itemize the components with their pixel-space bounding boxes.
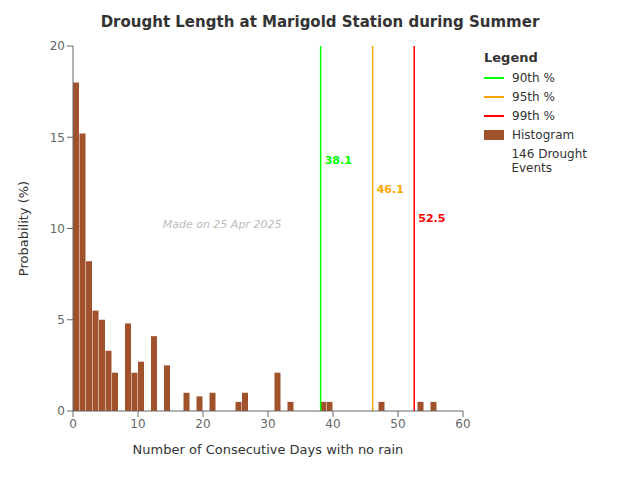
svg-text:5: 5 <box>57 313 65 327</box>
svg-text:40: 40 <box>325 417 340 431</box>
html-text:90th %: 90th % <box>512 71 555 85</box>
html-text:146 Drought Events: 146 Drought Events <box>511 147 587 175</box>
html-text:Histogram: Histogram <box>512 128 575 142</box>
svg-text:15: 15 <box>50 131 65 145</box>
html-text:Legend: Legend <box>484 50 538 65</box>
svg-text:50: 50 <box>390 417 405 431</box>
svg-text:46.1: 46.1 <box>377 183 404 196</box>
svg-text:0: 0 <box>57 404 65 418</box>
svg-text:30: 30 <box>260 417 275 431</box>
svg-text:0: 0 <box>69 417 77 431</box>
svg-text:52.5: 52.5 <box>418 212 445 225</box>
svg-text:20: 20 <box>195 417 210 431</box>
svg-text:Number of Consecutive Days wit: Number of Consecutive Days with no rain <box>133 442 404 457</box>
html-text:Made on 25 Apr 2025: Made on 25 Apr 2025 <box>162 217 282 231</box>
html-text:99th %: 99th % <box>512 109 555 123</box>
svg-text:10: 10 <box>130 417 145 431</box>
svg-text:Probability (%): Probability (%) <box>16 181 31 276</box>
html-text:95th %: 95th % <box>512 90 555 104</box>
svg-text:38.1: 38.1 <box>325 154 352 167</box>
html-text:Drought Length at Marigold Sta: Drought Length at Marigold Station durin… <box>100 13 540 31</box>
svg-text:10: 10 <box>50 222 65 236</box>
svg-text:60: 60 <box>455 417 470 431</box>
svg-text:20: 20 <box>50 39 65 53</box>
